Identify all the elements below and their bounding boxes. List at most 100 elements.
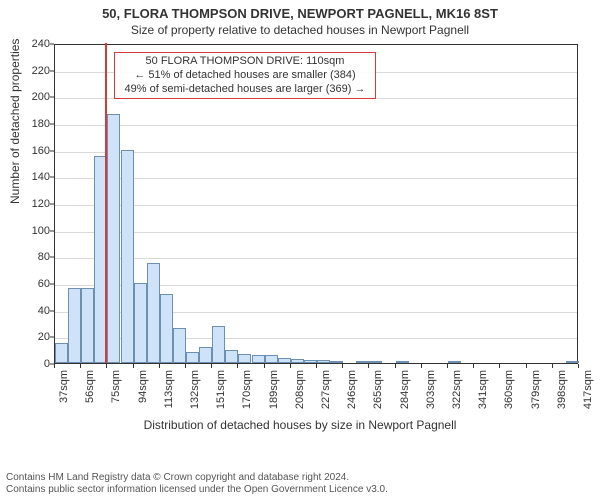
x-tick-label: 265sqm (372, 370, 384, 409)
histogram-bar (356, 361, 369, 363)
y-tick-label: 40 (0, 305, 50, 317)
y-tick-label: 140 (0, 171, 50, 183)
property-marker-line (105, 43, 107, 363)
histogram-bar (291, 359, 304, 363)
x-tick-mark (290, 364, 291, 368)
y-tick-mark (50, 257, 54, 258)
histogram-bar (107, 114, 120, 363)
annotation-line: 49% of semi-detached houses are larger (… (121, 83, 369, 97)
x-tick-label: 151sqm (215, 370, 227, 409)
y-tick-label: 200 (0, 91, 50, 103)
x-tick-mark (264, 364, 265, 368)
x-tick-mark (473, 364, 474, 368)
y-tick-mark (50, 337, 54, 338)
x-tick-label: 303sqm (425, 370, 437, 409)
x-tick-label: 132sqm (189, 370, 201, 409)
x-tick-label: 417sqm (582, 370, 594, 409)
histogram-bar (448, 361, 461, 363)
y-tick-mark (50, 44, 54, 45)
chart: Number of detached properties 50 FLORA T… (0, 40, 600, 450)
y-tick-mark (50, 97, 54, 98)
histogram-bar (186, 352, 199, 363)
x-tick-mark (237, 364, 238, 368)
x-tick-label: 75sqm (110, 370, 122, 403)
histogram-bar (369, 361, 382, 363)
x-tick-label: 322sqm (451, 370, 463, 409)
histogram-bar (304, 360, 317, 363)
x-tick-mark (316, 364, 317, 368)
y-tick-label: 240 (0, 38, 50, 50)
x-tick-mark (526, 364, 527, 368)
x-tick-mark (421, 364, 422, 368)
x-tick-mark (368, 364, 369, 368)
x-tick-label: 227sqm (320, 370, 332, 409)
y-tick-label: 180 (0, 118, 50, 130)
x-tick-mark (211, 364, 212, 368)
x-tick-label: 208sqm (294, 370, 306, 409)
x-tick-label: 56sqm (84, 370, 96, 403)
y-tick-mark (50, 150, 54, 151)
x-tick-label: 246sqm (346, 370, 358, 409)
histogram-bar (199, 347, 212, 363)
x-tick-label: 113sqm (163, 370, 175, 408)
histogram-bar (396, 361, 409, 363)
x-tick-label: 284sqm (399, 370, 411, 409)
y-tick-mark (50, 204, 54, 205)
y-tick-label: 120 (0, 198, 50, 210)
annotation-line: 50 FLORA THOMPSON DRIVE: 110sqm (121, 55, 369, 69)
x-tick-label: 360sqm (503, 370, 515, 409)
y-tick-label: 0 (0, 358, 50, 370)
histogram-bar (238, 354, 251, 363)
plot-area: 50 FLORA THOMPSON DRIVE: 110sqm ← 51% of… (54, 44, 578, 364)
histogram-bar (173, 328, 186, 363)
histogram-bar (330, 361, 343, 363)
y-tick-label: 160 (0, 145, 50, 157)
y-tick-label: 20 (0, 331, 50, 343)
histogram-bar (265, 355, 278, 363)
histogram-bar (134, 283, 147, 363)
y-tick-mark (50, 70, 54, 71)
histogram-bar (225, 350, 238, 363)
y-tick-mark (50, 124, 54, 125)
annotation-line: ← 51% of detached houses are smaller (38… (121, 69, 369, 83)
y-tick-label: 80 (0, 251, 50, 263)
x-tick-mark (54, 364, 55, 368)
footer-line: Contains HM Land Registry data © Crown c… (6, 472, 388, 484)
histogram-bar (566, 361, 579, 363)
x-tick-label: 379sqm (530, 370, 542, 409)
histogram-bar (212, 326, 225, 363)
histogram-bar (252, 355, 265, 363)
page-title: 50, FLORA THOMPSON DRIVE, NEWPORT PAGNEL… (0, 0, 600, 21)
gridline (55, 125, 577, 126)
x-tick-mark (80, 364, 81, 368)
histogram-bar (81, 288, 94, 363)
histogram-bar (121, 150, 134, 363)
x-tick-mark (447, 364, 448, 368)
x-tick-label: 398sqm (556, 370, 568, 409)
marker-annotation: 50 FLORA THOMPSON DRIVE: 110sqm ← 51% of… (114, 52, 376, 99)
x-tick-mark (185, 364, 186, 368)
page-subtitle: Size of property relative to detached ho… (0, 21, 600, 37)
x-tick-label: 341sqm (477, 370, 489, 409)
y-tick-label: 100 (0, 225, 50, 237)
x-tick-mark (395, 364, 396, 368)
histogram-bar (317, 360, 330, 363)
y-tick-mark (50, 310, 54, 311)
x-tick-mark (159, 364, 160, 368)
x-tick-label: 170sqm (241, 370, 253, 409)
x-tick-mark (342, 364, 343, 368)
x-tick-mark (133, 364, 134, 368)
x-tick-label: 189sqm (268, 370, 280, 409)
attribution-footer: Contains HM Land Registry data © Crown c… (6, 472, 388, 496)
x-tick-mark (578, 364, 579, 368)
histogram-bar (278, 358, 291, 363)
x-tick-mark (106, 364, 107, 368)
histogram-bar (160, 294, 173, 363)
x-tick-mark (499, 364, 500, 368)
x-tick-mark (552, 364, 553, 368)
y-tick-mark (50, 284, 54, 285)
y-tick-label: 60 (0, 278, 50, 290)
x-tick-label: 94sqm (137, 370, 149, 403)
histogram-bar (147, 263, 160, 363)
x-tick-label: 37sqm (58, 370, 70, 403)
